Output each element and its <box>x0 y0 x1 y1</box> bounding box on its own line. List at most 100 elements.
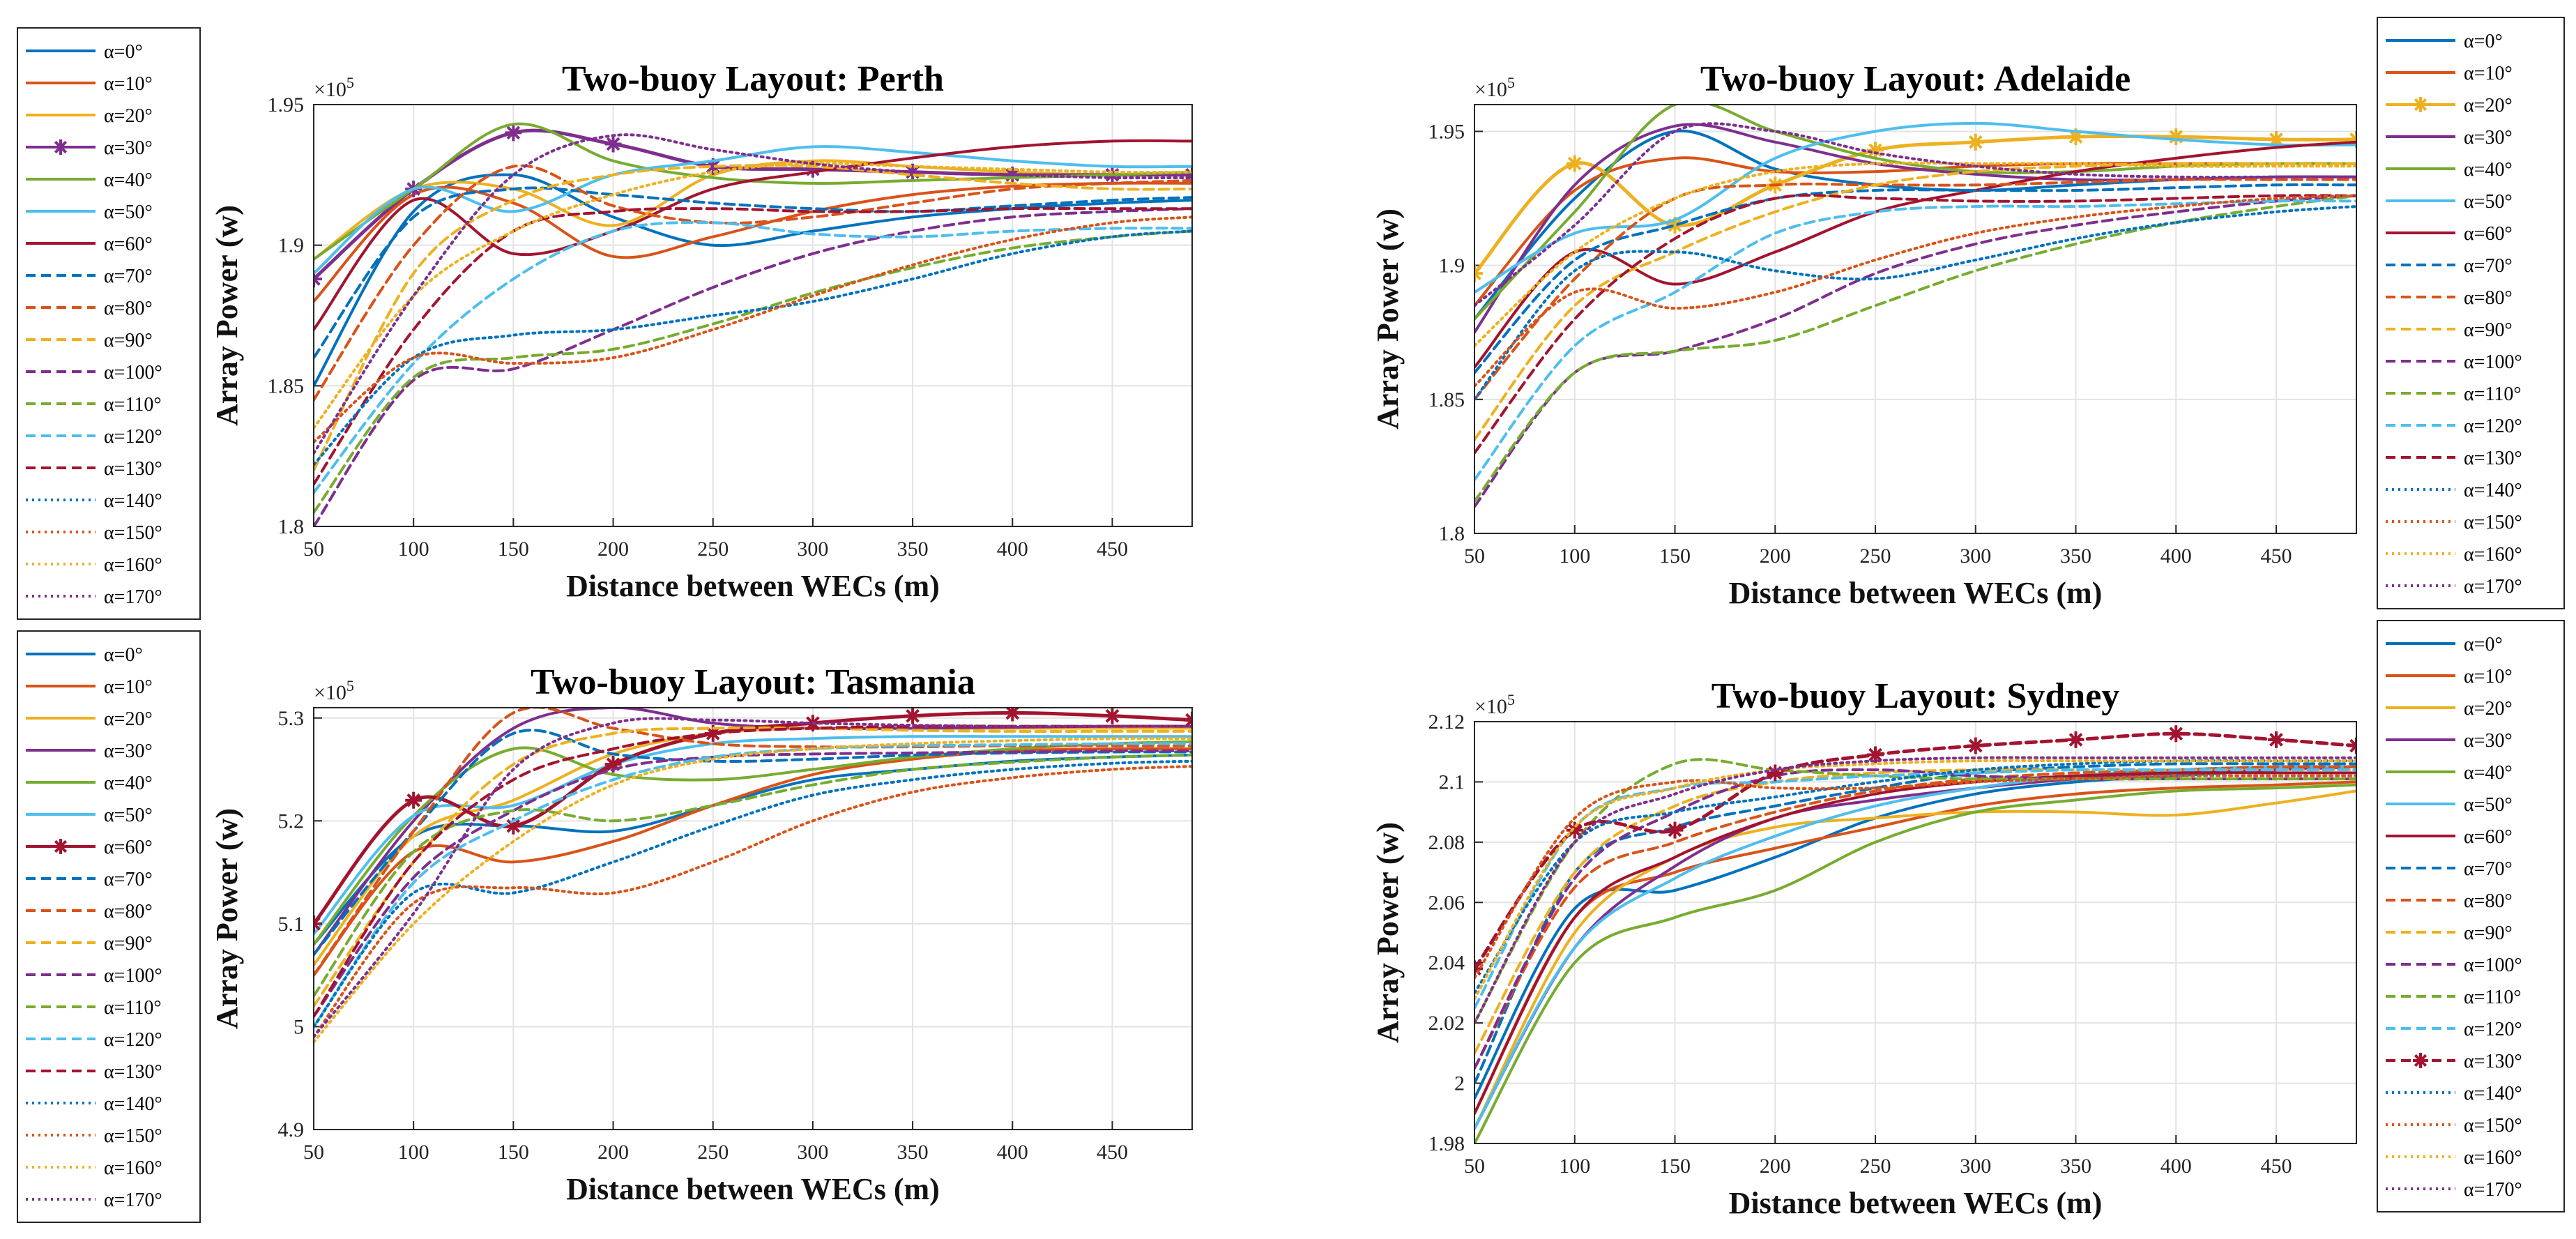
series-marker <box>804 160 821 178</box>
x-tick-label: 250 <box>697 538 729 561</box>
series-line-6 <box>1474 140 2356 369</box>
x-tick-label: 50 <box>303 1141 324 1164</box>
series-marker <box>604 135 622 153</box>
legend-label: α=50° <box>2464 794 2513 816</box>
series-line-12 <box>314 221 1192 494</box>
legend-label: α=160° <box>2464 544 2522 565</box>
legend-label: α=0° <box>104 41 143 63</box>
legend-label: α=60° <box>2464 826 2513 848</box>
legend-label: α=130° <box>2464 1051 2522 1072</box>
axes-box <box>1474 104 2357 534</box>
x-tick-label: 300 <box>1960 1155 1991 1178</box>
legend-label: α=100° <box>2464 351 2522 373</box>
y-tick-label: 1.95 <box>1428 120 1465 143</box>
x-axis-label: Distance between WECs (m) <box>1729 576 2103 610</box>
legend-label: α=40° <box>104 169 153 191</box>
legend-marker <box>2413 97 2428 112</box>
legend-label: α=170° <box>2464 1179 2522 1201</box>
x-tick-label: 300 <box>797 1141 828 1164</box>
series-line-10 <box>1474 194 2356 508</box>
series-line-16 <box>1474 161 2356 347</box>
x-tick-label: 50 <box>303 538 324 561</box>
series-line-11 <box>1474 194 2356 503</box>
legend-box <box>2377 620 2565 1213</box>
series-line-10 <box>314 207 1192 526</box>
x-tick-label: 350 <box>2060 545 2091 568</box>
series-line-14 <box>1474 205 2356 401</box>
series-line-17 <box>1474 756 2356 1025</box>
series-line-17 <box>1474 122 2356 307</box>
legend-label: α=120° <box>104 426 162 448</box>
legend-label: α=20° <box>2464 95 2513 116</box>
y-tick-label: 2.02 <box>1428 1012 1465 1035</box>
legend-label: α=130° <box>2464 448 2522 469</box>
x-tick-label: 450 <box>2261 1155 2292 1178</box>
legend-label: α=120° <box>104 1029 162 1051</box>
legend-label: α=30° <box>2464 730 2513 752</box>
legend: α=0° α=10° α=20° α=30° α=40° α=50° α=60° α=70° α… <box>17 27 201 620</box>
legend-label: α=160° <box>104 1157 162 1179</box>
series-marker <box>1004 708 1021 722</box>
chart-title: Two-buoy Layout: Perth <box>562 59 944 99</box>
legend-label: α=90° <box>2464 922 2513 944</box>
y-tick-label: 2.08 <box>1428 831 1465 854</box>
legend-label: α=100° <box>2464 955 2522 976</box>
y-tick-label: 5.2 <box>278 809 305 833</box>
x-tick-label: 150 <box>1659 545 1691 568</box>
legend-label: α=40° <box>104 773 153 794</box>
legend-box <box>17 27 201 620</box>
chart-panel-1: 50 100 150 200 250 300 350 400 450 1.8 1.85 1.9 1.95… <box>1371 17 2565 610</box>
series-marker <box>505 817 522 835</box>
legend-label: α=110° <box>104 394 162 416</box>
series-marker <box>1867 746 1884 763</box>
legend-label: α=20° <box>2464 698 2513 720</box>
legend-label: α=60° <box>104 837 153 858</box>
x-tick-label: 200 <box>597 1141 629 1164</box>
x-tick-label: 200 <box>597 538 629 561</box>
legend-label: α=10° <box>2464 666 2513 687</box>
y-tick-label: 4.9 <box>278 1118 305 1141</box>
x-tick-label: 150 <box>1659 1155 1691 1178</box>
legend-label: α=140° <box>2464 1083 2522 1104</box>
legend-label: α=40° <box>2464 762 2513 784</box>
x-tick-label: 350 <box>897 1141 929 1164</box>
series-marker <box>2067 128 2085 146</box>
legend-label: α=90° <box>104 933 153 955</box>
series-marker <box>1767 764 1784 782</box>
axes-box <box>313 104 1193 527</box>
legend-box <box>2377 17 2565 609</box>
series-line-15 <box>1474 194 2356 388</box>
series-marker <box>1566 155 1583 172</box>
y-tick-label: 2 <box>1454 1072 1465 1095</box>
legend-box <box>17 630 201 1223</box>
legend-label: α=160° <box>2464 1147 2522 1169</box>
legend-label: α=70° <box>104 869 153 890</box>
legend-label: α=0° <box>104 644 143 666</box>
series-line-11 <box>314 229 1192 514</box>
x-tick-label: 200 <box>1760 1155 1791 1178</box>
series-line-15 <box>314 215 1192 443</box>
series-line-9 <box>1474 162 2356 441</box>
series-group <box>1474 725 2356 1143</box>
y-tick-label: 1.9 <box>278 234 305 257</box>
legend-label: α=70° <box>104 266 153 287</box>
axis-exponent: ×105 <box>314 74 354 101</box>
legend-label: α=150° <box>2464 512 2522 533</box>
x-tick-label: 150 <box>498 538 529 561</box>
series-line-7 <box>1474 183 2356 374</box>
legend-marker <box>2413 1053 2428 1068</box>
series-line-15 <box>1474 774 2356 980</box>
x-tick-label: 300 <box>797 538 828 561</box>
y-tick-label: 1.98 <box>1428 1132 1465 1155</box>
series-marker <box>1967 737 1984 754</box>
legend-label: α=70° <box>2464 858 2513 880</box>
x-tick-label: 150 <box>498 1141 529 1164</box>
legend-label: α=30° <box>2464 127 2513 149</box>
legend-label: α=80° <box>2464 890 2513 912</box>
legend: α=0° α=10° α=20° α=30° α=40° α=50° α=60° α=70° α… <box>17 630 201 1223</box>
series-line-15 <box>314 765 1192 1039</box>
legend-label: α=100° <box>104 965 162 987</box>
series-line-13 <box>1474 731 2356 971</box>
legend-label: α=90° <box>2464 319 2513 341</box>
